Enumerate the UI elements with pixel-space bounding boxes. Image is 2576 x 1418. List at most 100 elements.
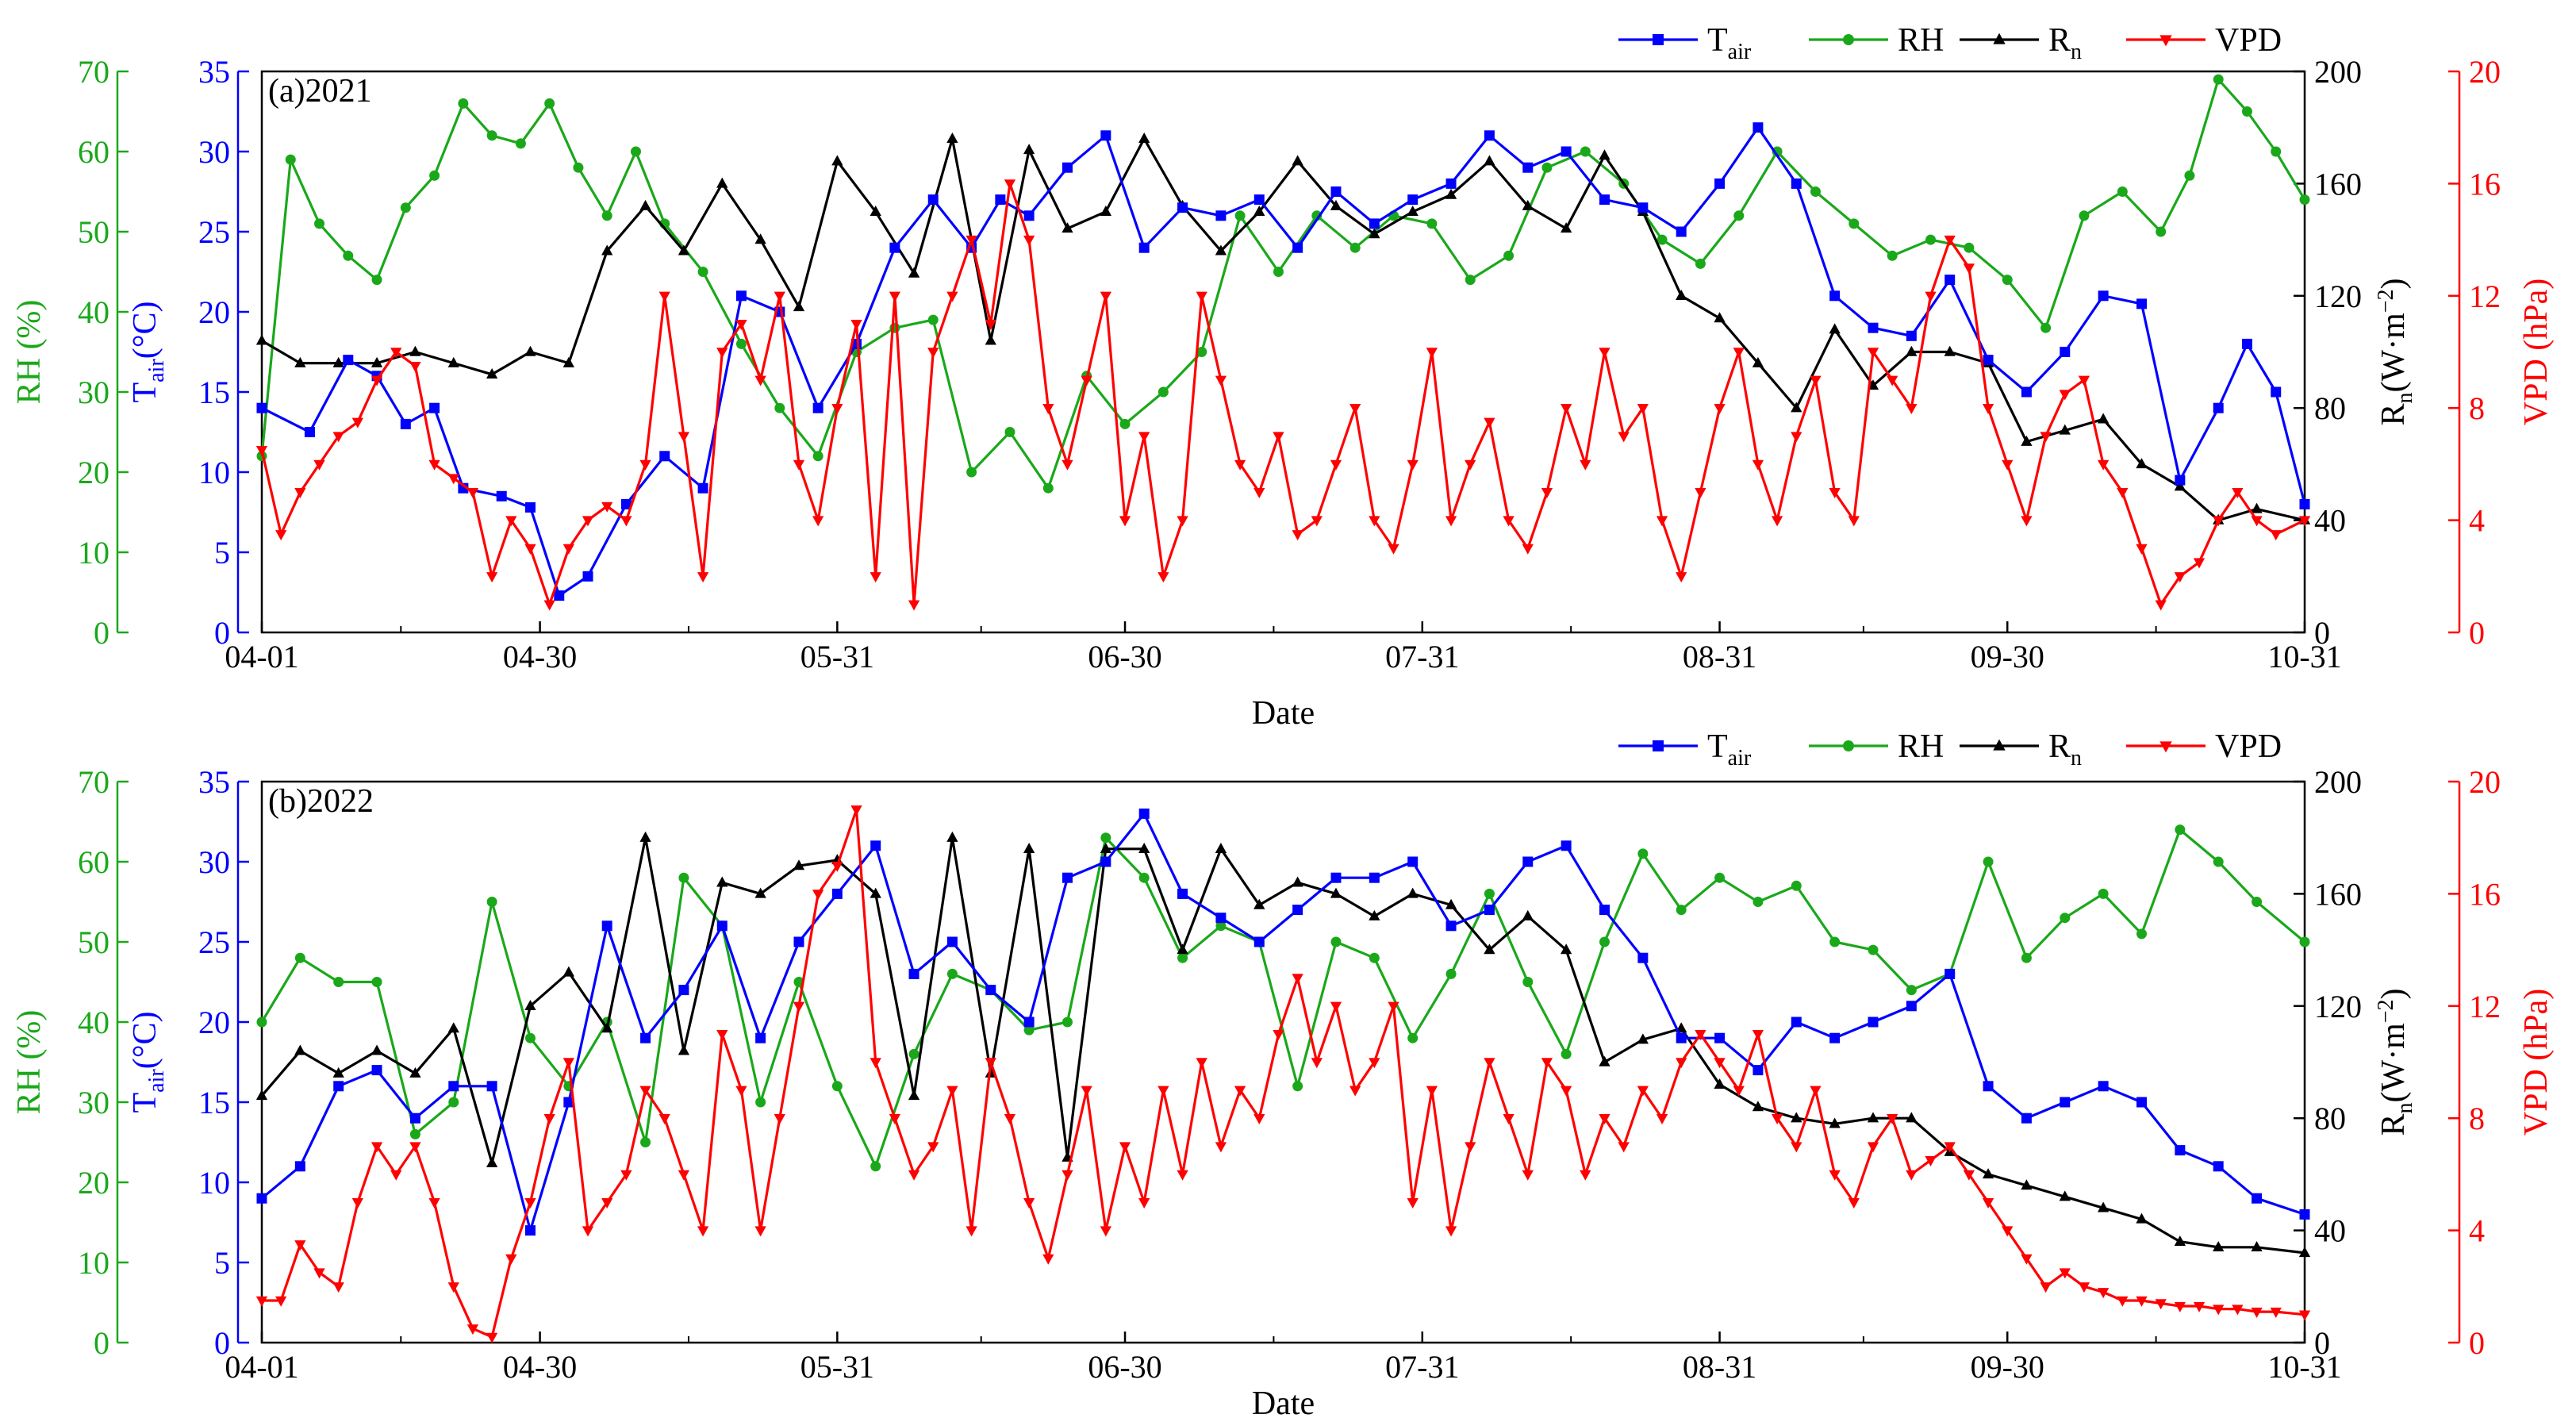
tair-point xyxy=(496,490,507,501)
rh-tick-label: 10 xyxy=(78,535,109,571)
rh-tick-label: 50 xyxy=(78,214,109,250)
vpd-point xyxy=(774,1114,785,1124)
vpd-point xyxy=(2078,1282,2090,1293)
rn-point xyxy=(2059,1190,2071,1201)
tair-point xyxy=(1791,178,1802,189)
rn-point xyxy=(1906,345,1918,356)
rh-point xyxy=(1311,210,1323,221)
vpd-point xyxy=(1445,1226,1457,1237)
tair-point xyxy=(995,194,1006,206)
vpd-point xyxy=(1676,572,1687,583)
plot-frame xyxy=(260,780,2306,1344)
rn-point xyxy=(2136,1212,2148,1224)
vpd-point xyxy=(1944,235,1956,246)
rn-point xyxy=(447,1022,459,1033)
legend-vpd-label: VPD xyxy=(2215,22,2282,59)
vpd-point xyxy=(1465,459,1476,471)
rn-point xyxy=(1714,312,1726,323)
rh-point xyxy=(2213,856,2224,867)
vpd-point xyxy=(601,1198,613,1209)
vpd-point xyxy=(1599,348,1610,359)
vpd-point xyxy=(1848,516,1860,527)
vpd-point xyxy=(658,1114,670,1124)
rh-point xyxy=(515,138,526,149)
vpd-point xyxy=(1810,1086,1822,1097)
legend-tair-label: Tair xyxy=(1707,22,1752,64)
rh-tick-label: 60 xyxy=(78,134,109,170)
x-tick-label: 10-31 xyxy=(2267,1349,2341,1385)
rh-point xyxy=(966,467,977,478)
vpd-point xyxy=(1426,1086,1438,1097)
tair-point xyxy=(1215,913,1227,924)
legend: Tair RH Rn VPD xyxy=(1618,728,2282,770)
vpd-point xyxy=(2193,1301,2206,1312)
rn-point xyxy=(1791,402,1802,413)
vpd-point xyxy=(1656,1114,1668,1124)
rh-point xyxy=(946,968,958,979)
vpd-point xyxy=(1906,404,1918,414)
rh-point xyxy=(1695,258,1706,269)
tair-tick-label: 25 xyxy=(198,924,230,960)
rn-point xyxy=(1906,1112,1918,1123)
vpd-point xyxy=(985,319,996,330)
tair-point xyxy=(1829,290,1841,302)
rh-point xyxy=(1887,250,1898,261)
rh-point xyxy=(1676,905,1687,916)
vpd-axis-title: VPD (hPa) xyxy=(2518,989,2555,1136)
tair-point xyxy=(1253,194,1265,206)
tair-point xyxy=(1791,1016,1802,1028)
vpd-point xyxy=(1887,375,1898,386)
tair-point xyxy=(2136,298,2147,309)
rn-point xyxy=(1676,290,1687,300)
vpd-point xyxy=(1829,1170,1841,1181)
rn-point xyxy=(486,1156,498,1167)
tair-point xyxy=(554,590,565,601)
tair-point xyxy=(1407,856,1419,867)
rn-point xyxy=(1023,843,1035,854)
vpd-point xyxy=(678,1170,690,1181)
tair-point xyxy=(1253,936,1265,947)
vpd-point xyxy=(2270,1307,2282,1318)
rn-point xyxy=(1752,1101,1764,1112)
rh-tick-label: 40 xyxy=(78,1005,109,1040)
vpd-point xyxy=(524,544,536,555)
vpd-point xyxy=(486,572,498,583)
tair-point xyxy=(486,1081,497,1092)
tair-point xyxy=(2299,498,2310,509)
vpd-point xyxy=(582,516,594,527)
vpd-point xyxy=(1081,1086,1092,1097)
rn-tick-label: 40 xyxy=(2314,1213,2346,1249)
vpd-point xyxy=(2155,1299,2167,1310)
panel-title: (a)2021 xyxy=(268,73,372,110)
tair-point xyxy=(1138,242,1150,253)
vpd-point xyxy=(1733,1086,1745,1097)
vpd-point xyxy=(1388,1001,1399,1013)
rn-point xyxy=(716,177,728,188)
rh-point xyxy=(1119,418,1131,429)
vpd-tick-label: 0 xyxy=(2469,1325,2485,1361)
vpd-point xyxy=(1177,1170,1188,1181)
vpd-point xyxy=(370,375,383,386)
rh-tick-label: 30 xyxy=(78,1085,109,1120)
rn-point xyxy=(2021,435,2033,446)
tair-point xyxy=(1983,1081,1994,1092)
rn-point xyxy=(793,301,805,312)
rn-point xyxy=(2213,1241,2225,1252)
vpd-point xyxy=(294,488,306,499)
rn-point xyxy=(754,887,766,898)
tair-point xyxy=(524,501,536,513)
tair-tick-label: 10 xyxy=(198,455,230,490)
vpd-point xyxy=(620,516,632,527)
rh-point xyxy=(1234,210,1246,221)
tair-tick-label: 30 xyxy=(198,844,230,880)
rn-point xyxy=(1292,876,1303,887)
rh-point xyxy=(2098,888,2109,899)
vpd-point xyxy=(1733,348,1745,359)
vpd-point xyxy=(466,1324,479,1335)
rh-line xyxy=(260,78,2306,490)
vpd-point xyxy=(1061,1170,1073,1181)
vpd-point xyxy=(927,1142,939,1153)
rn-point xyxy=(639,199,651,210)
rh-point xyxy=(2002,275,2013,286)
vpd-point xyxy=(1618,432,1630,443)
